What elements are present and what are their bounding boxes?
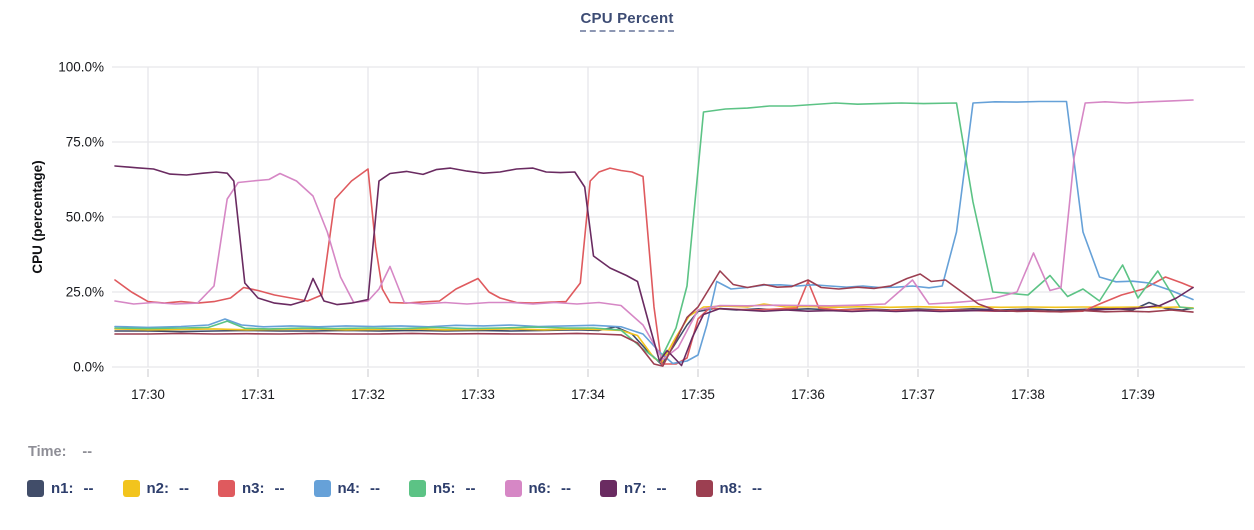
legend-swatch-n4 — [313, 480, 331, 497]
panel-header: CPU Percent — [0, 10, 1254, 32]
x-axis-tick-label: 17:32 — [351, 387, 385, 402]
legend-label: n6: — [528, 480, 552, 497]
legend-label: n5: — [433, 480, 456, 497]
plot-area[interactable] — [112, 67, 1245, 367]
x-axis-tick-label: 17:30 — [131, 387, 165, 402]
legend-label: n3: — [242, 480, 265, 497]
legend-item-n5[interactable]: n5: -- — [409, 480, 476, 497]
legend-item-n4[interactable]: n4: -- — [313, 480, 380, 497]
y-axis-tick-label: 75.0% — [66, 135, 104, 150]
x-axis-tick-label: 17:39 — [1121, 387, 1155, 402]
x-axis-tick-label: 17:35 — [681, 387, 715, 402]
legend-label: n8: — [719, 480, 743, 497]
legend-label: n2: — [146, 480, 170, 497]
legend-value: -- — [370, 480, 380, 497]
legend-value: -- — [274, 480, 285, 497]
series-line-n7 — [114, 165, 1194, 367]
x-axis-tick-label: 17:36 — [791, 387, 825, 402]
legend-swatch-n5 — [409, 480, 426, 497]
legend-item-n6[interactable]: n6: -- — [504, 480, 571, 497]
legend-item-n7[interactable]: n7: -- — [600, 480, 667, 497]
legend-label: n1: — [51, 480, 74, 497]
series-line-n4 — [114, 100, 1194, 365]
y-axis-tick-label: 50.0% — [66, 210, 104, 225]
legend-swatch-n8 — [695, 480, 713, 497]
x-axis-tick-label: 17:38 — [1011, 387, 1045, 402]
series-line-n5 — [114, 102, 1194, 363]
legend-swatch-n1 — [27, 480, 44, 497]
legend-swatch-n2 — [122, 480, 140, 497]
legend-item-n1[interactable]: n1: -- — [27, 480, 94, 497]
y-axis-title: CPU (percentage) — [30, 160, 45, 273]
series-line-n8 — [114, 270, 1194, 367]
legend-value: -- — [752, 480, 762, 497]
legend-value: -- — [179, 480, 189, 497]
legend: n1: -- n2: -- n3: -- n4: -- n5: -- n6: -- n7: -- n8: -- — [27, 480, 791, 497]
legend-swatch-n7 — [600, 480, 617, 497]
tooltip-time-label: Time: — [28, 444, 67, 460]
x-axis-tick-label: 17:33 — [461, 387, 495, 402]
tooltip-time-row: Time: -- — [28, 444, 92, 460]
legend-value: -- — [561, 480, 571, 497]
legend-swatch-n3 — [218, 480, 235, 497]
chart-title: CPU Percent — [580, 10, 674, 32]
legend-item-n8[interactable]: n8: -- — [695, 480, 762, 497]
y-axis-tick-label: 0.0% — [73, 360, 104, 375]
legend-swatch-n6 — [504, 480, 522, 497]
y-axis-tick-label: 100.0% — [58, 60, 104, 75]
legend-value: -- — [656, 480, 667, 497]
x-axis-tick-label: 17:34 — [571, 387, 605, 402]
y-axis-tick-label: 25.0% — [66, 285, 104, 300]
line-chart: 0.0% 25.0% 50.0% 75.0% 100.0% 17:30 17:31 17:32… — [30, 60, 1245, 402]
legend-item-n3[interactable]: n3: -- — [218, 480, 285, 497]
x-axis-tick-label: 17:37 — [901, 387, 935, 402]
legend-label: n4: — [337, 480, 361, 497]
series-line-n6 — [114, 99, 1194, 361]
legend-item-n2[interactable]: n2: -- — [122, 480, 189, 497]
tooltip-time-value: -- — [82, 444, 93, 460]
legend-value: -- — [83, 480, 94, 497]
legend-label: n7: — [624, 480, 647, 497]
legend-value: -- — [465, 480, 476, 497]
x-axis-tick-label: 17:31 — [241, 387, 275, 402]
